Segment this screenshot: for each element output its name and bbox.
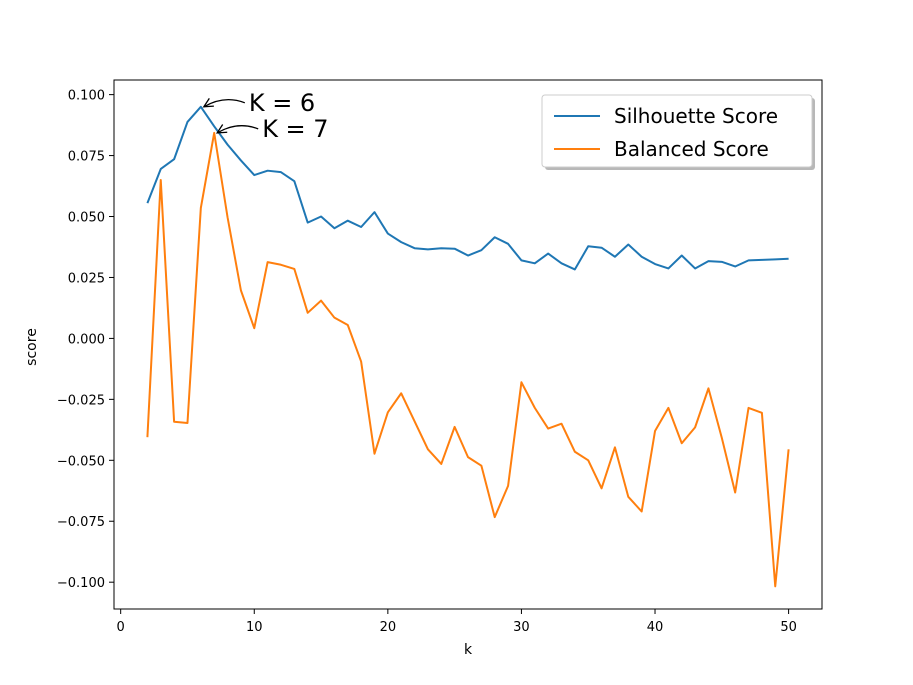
series-line-silhouette-score (146, 105, 789, 271)
x-tick-label: 10 (246, 620, 263, 635)
y-tick-label: −0.025 (57, 393, 105, 408)
y-tick-label: −0.050 (57, 454, 105, 469)
annotation-label: K = 7 (262, 115, 328, 143)
x-axis-ticks: 0 10 20 30 40 50 (117, 609, 797, 635)
legend-box (541, 94, 813, 168)
y-tick-label: 0.000 (68, 332, 105, 347)
legend-label: Silhouette Score (614, 104, 778, 128)
x-tick-label: 50 (780, 620, 797, 635)
x-tick-label: 30 (513, 620, 530, 635)
y-tick-label: 0.075 (68, 150, 105, 165)
y-axis-ticks: −0.100 −0.075 −0.050 −0.025 0.000 0.025 0.050 0… (57, 89, 114, 591)
annotation-arrow-head (215, 124, 228, 134)
x-tick-label: 40 (647, 620, 664, 635)
legend-label: Balanced Score (614, 137, 769, 161)
y-tick-label: −0.100 (57, 576, 105, 591)
y-tick-label: 0.050 (68, 211, 105, 226)
legend: Silhouette Score Balanced Score (541, 94, 815, 170)
y-tick-label: 0.100 (68, 89, 105, 104)
y-tick-label: −0.075 (57, 515, 105, 530)
series-group (146, 105, 790, 588)
x-tick-label: 0 (117, 620, 125, 635)
annotations: K = 6K = 7 (202, 89, 329, 143)
x-tick-label: 20 (380, 620, 397, 635)
x-axis-label: k (464, 642, 473, 658)
y-tick-label: 0.025 (68, 271, 105, 286)
y-axis-label: score (24, 328, 40, 366)
annotation-arrow (203, 98, 246, 108)
annotation-label: K = 6 (249, 89, 315, 117)
plot-frame (113, 79, 823, 610)
series-line-balanced-score (146, 131, 790, 588)
annotation-arrow (216, 125, 259, 134)
annotation-arrow-head (202, 98, 214, 108)
